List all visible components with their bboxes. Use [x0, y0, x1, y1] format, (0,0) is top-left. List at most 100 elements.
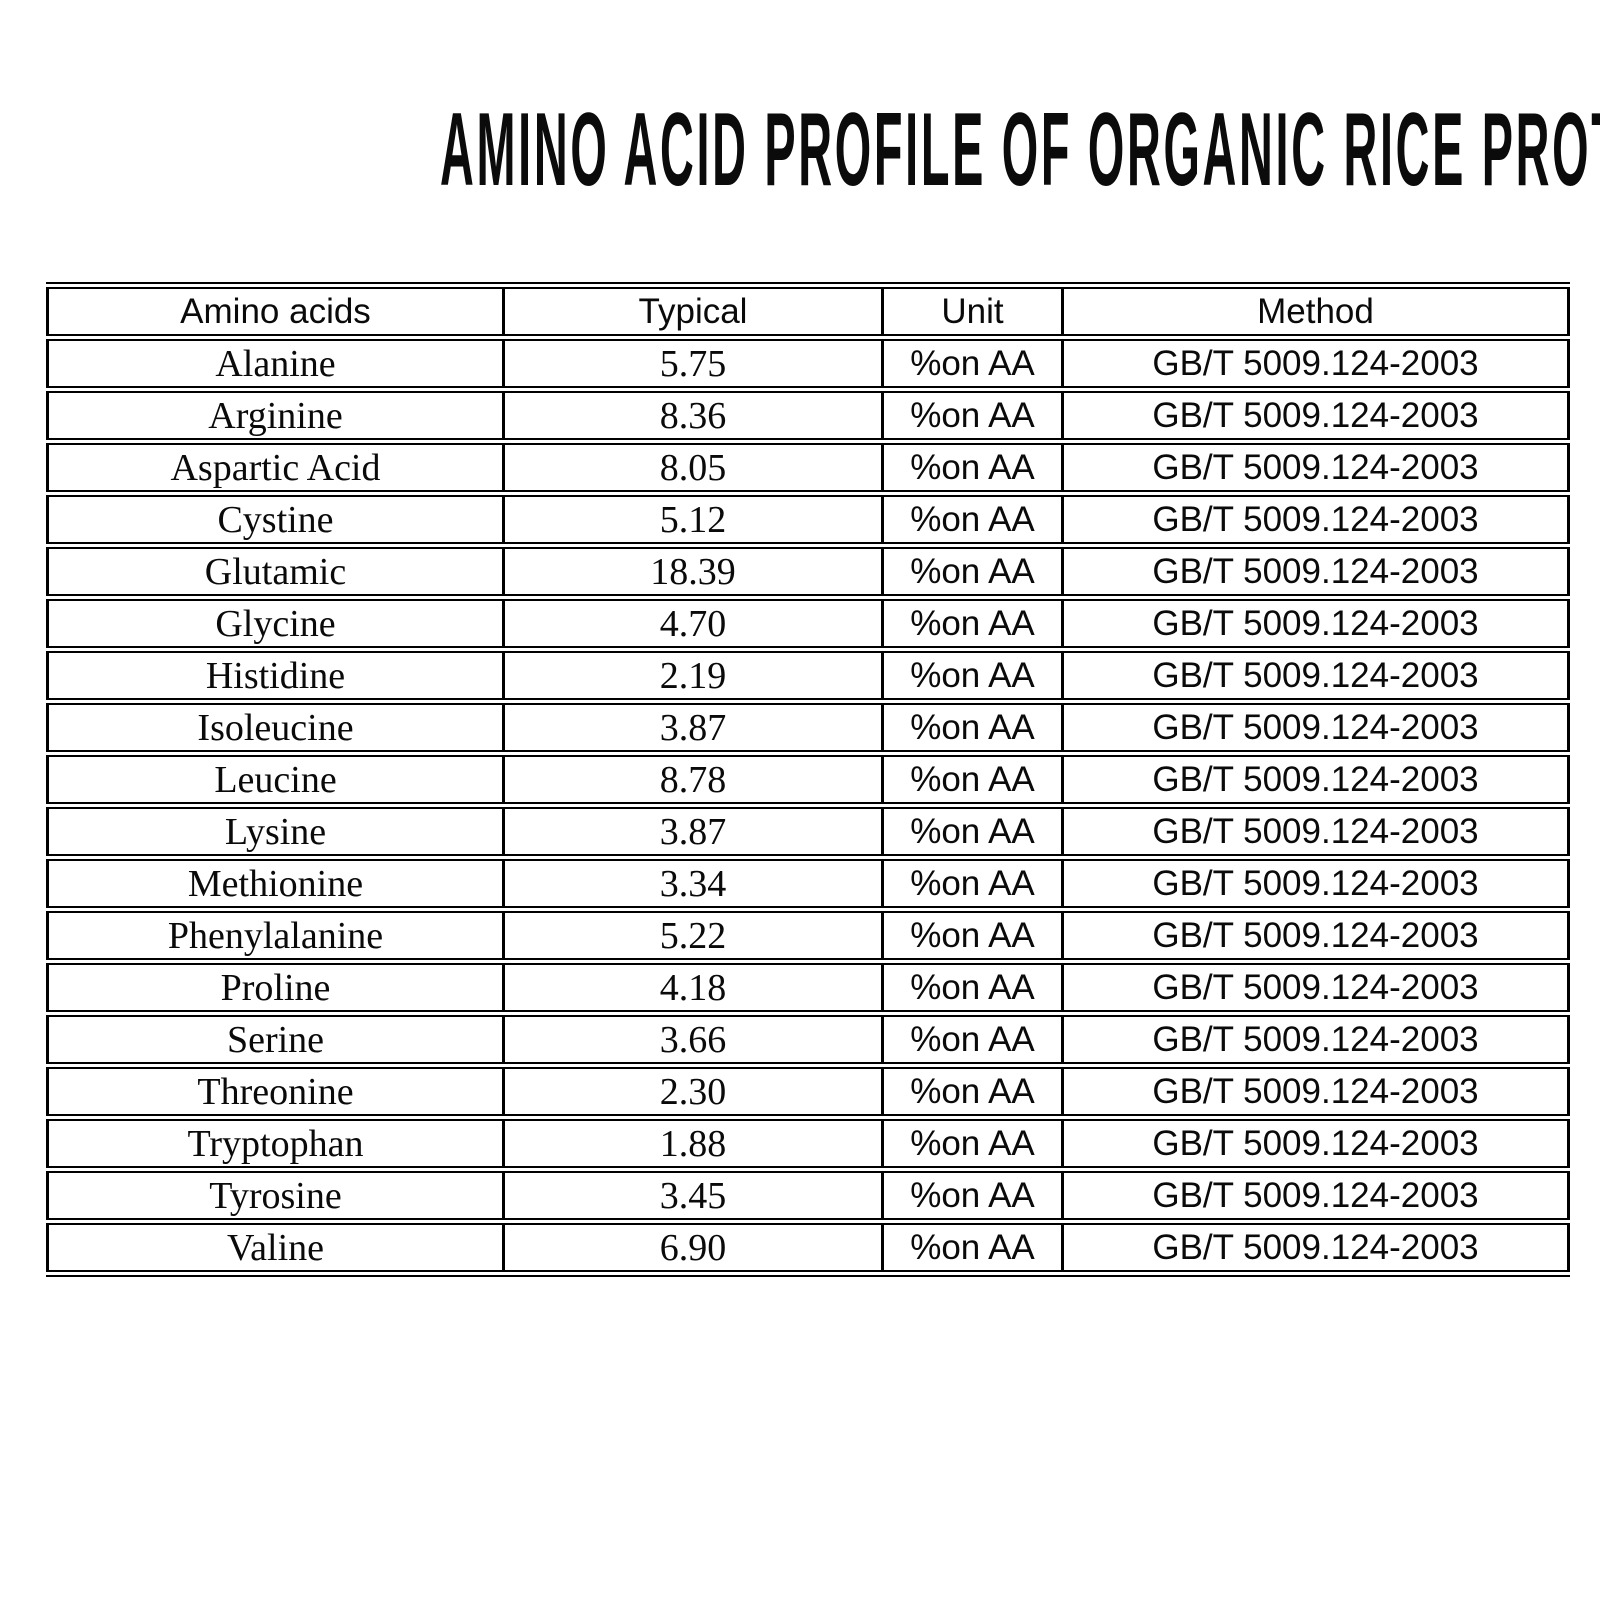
unit-cell: %on AA	[881, 490, 1064, 549]
method-cell: GB/T 5009.124-2003	[1061, 698, 1570, 757]
method-cell: GB/T 5009.124-2003	[1061, 334, 1570, 393]
amino-acid-name-cell: Serine	[46, 1010, 505, 1069]
typical-value-cell: 3.45	[502, 1166, 884, 1225]
amino-acid-name-cell: Glycine	[46, 594, 505, 653]
typical-value-cell: 1.88	[502, 1114, 884, 1173]
amino-acid-name-cell: Alanine	[46, 334, 505, 393]
amino-acid-name-cell: Isoleucine	[46, 698, 505, 757]
method-cell: GB/T 5009.124-2003	[1061, 594, 1570, 653]
unit-cell: %on AA	[881, 334, 1064, 393]
typical-value-cell: 3.66	[502, 1010, 884, 1069]
table-row: Valine 6.90 %on AA GB/T 5009.124-2003	[46, 1218, 1570, 1277]
typical-value-cell: 6.90	[502, 1218, 884, 1277]
table-row: Isoleucine 3.87 %on AA GB/T 5009.124-200…	[46, 698, 1570, 757]
method-cell: GB/T 5009.124-2003	[1061, 1218, 1570, 1277]
typical-value-cell: 4.70	[502, 594, 884, 653]
method-cell: GB/T 5009.124-2003	[1061, 1010, 1570, 1069]
unit-cell: %on AA	[881, 1218, 1064, 1277]
typical-value-cell: 5.75	[502, 334, 884, 393]
unit-cell: %on AA	[881, 542, 1064, 601]
amino-acid-name-cell: Cystine	[46, 490, 505, 549]
typical-value-cell: 4.18	[502, 958, 884, 1017]
unit-cell: %on AA	[881, 646, 1064, 705]
method-cell: GB/T 5009.124-2003	[1061, 802, 1570, 861]
unit-cell: %on AA	[881, 802, 1064, 861]
unit-cell: %on AA	[881, 438, 1064, 497]
table-row: Glycine 4.70 %on AA GB/T 5009.124-2003	[46, 594, 1570, 653]
header-cell-unit: Unit	[881, 282, 1064, 341]
amino-acid-name-cell: Glutamic	[46, 542, 505, 601]
table-row: Proline 4.18 %on AA GB/T 5009.124-2003	[46, 958, 1570, 1017]
typical-value-cell: 5.12	[502, 490, 884, 549]
amino-acid-name-cell: Threonine	[46, 1062, 505, 1121]
typical-value-cell: 8.05	[502, 438, 884, 497]
table-row: Arginine 8.36 %on AA GB/T 5009.124-2003	[46, 386, 1570, 445]
page-title: AMINO ACID PROFILE OF ORGANIC RICE PROTE…	[440, 92, 1600, 208]
method-cell: GB/T 5009.124-2003	[1061, 958, 1570, 1017]
unit-cell: %on AA	[881, 854, 1064, 913]
table-header: Amino acids Typical Unit Method	[46, 282, 1570, 341]
amino-acid-name-cell: Methionine	[46, 854, 505, 913]
method-cell: GB/T 5009.124-2003	[1061, 646, 1570, 705]
typical-value-cell: 5.22	[502, 906, 884, 965]
table-body: Alanine 5.75 %on AA GB/T 5009.124-2003 A…	[46, 334, 1570, 1277]
amino-acid-name-cell: Lysine	[46, 802, 505, 861]
amino-acid-name-cell: Phenylalanine	[46, 906, 505, 965]
table-row: Phenylalanine 5.22 %on AA GB/T 5009.124-…	[46, 906, 1570, 965]
method-cell: GB/T 5009.124-2003	[1061, 490, 1570, 549]
amino-acid-name-cell: Leucine	[46, 750, 505, 809]
table-row: Alanine 5.75 %on AA GB/T 5009.124-2003	[46, 334, 1570, 393]
method-cell: GB/T 5009.124-2003	[1061, 750, 1570, 809]
method-cell: GB/T 5009.124-2003	[1061, 542, 1570, 601]
amino-acid-name-cell: Tryptophan	[46, 1114, 505, 1173]
unit-cell: %on AA	[881, 1010, 1064, 1069]
unit-cell: %on AA	[881, 386, 1064, 445]
table-row: Leucine 8.78 %on AA GB/T 5009.124-2003	[46, 750, 1570, 809]
table-row: Glutamic 18.39 %on AA GB/T 5009.124-2003	[46, 542, 1570, 601]
table-row: Lysine 3.87 %on AA GB/T 5009.124-2003	[46, 802, 1570, 861]
unit-cell: %on AA	[881, 594, 1064, 653]
amino-acid-name-cell: Histidine	[46, 646, 505, 705]
typical-value-cell: 18.39	[502, 542, 884, 601]
unit-cell: %on AA	[881, 958, 1064, 1017]
amino-acid-table: Amino acids Typical Unit Method Alanine …	[46, 282, 1570, 1277]
unit-cell: %on AA	[881, 906, 1064, 965]
typical-value-cell: 8.36	[502, 386, 884, 445]
header-cell-typical: Typical	[502, 282, 884, 341]
table-row: Tryptophan 1.88 %on AA GB/T 5009.124-200…	[46, 1114, 1570, 1173]
table-row: Histidine 2.19 %on AA GB/T 5009.124-2003	[46, 646, 1570, 705]
table-row: Cystine 5.12 %on AA GB/T 5009.124-2003	[46, 490, 1570, 549]
header-cell-amino-acids: Amino acids	[46, 282, 505, 341]
method-cell: GB/T 5009.124-2003	[1061, 1114, 1570, 1173]
amino-acid-name-cell: Proline	[46, 958, 505, 1017]
table-row: Aspartic Acid 8.05 %on AA GB/T 5009.124-…	[46, 438, 1570, 497]
typical-value-cell: 8.78	[502, 750, 884, 809]
table-row: Methionine 3.34 %on AA GB/T 5009.124-200…	[46, 854, 1570, 913]
typical-value-cell: 3.34	[502, 854, 884, 913]
method-cell: GB/T 5009.124-2003	[1061, 1062, 1570, 1121]
typical-value-cell: 2.30	[502, 1062, 884, 1121]
header-row: Amino acids Typical Unit Method	[46, 282, 1570, 341]
amino-acid-name-cell: Arginine	[46, 386, 505, 445]
table-row: Threonine 2.30 %on AA GB/T 5009.124-2003	[46, 1062, 1570, 1121]
table-row: Tyrosine 3.45 %on AA GB/T 5009.124-2003	[46, 1166, 1570, 1225]
amino-acid-name-cell: Aspartic Acid	[46, 438, 505, 497]
method-cell: GB/T 5009.124-2003	[1061, 438, 1570, 497]
unit-cell: %on AA	[881, 1166, 1064, 1225]
typical-value-cell: 2.19	[502, 646, 884, 705]
header-cell-method: Method	[1061, 282, 1570, 341]
method-cell: GB/T 5009.124-2003	[1061, 386, 1570, 445]
unit-cell: %on AA	[881, 698, 1064, 757]
unit-cell: %on AA	[881, 1062, 1064, 1121]
unit-cell: %on AA	[881, 1114, 1064, 1173]
typical-value-cell: 3.87	[502, 802, 884, 861]
method-cell: GB/T 5009.124-2003	[1061, 1166, 1570, 1225]
table-row: Serine 3.66 %on AA GB/T 5009.124-2003	[46, 1010, 1570, 1069]
method-cell: GB/T 5009.124-2003	[1061, 906, 1570, 965]
method-cell: GB/T 5009.124-2003	[1061, 854, 1570, 913]
unit-cell: %on AA	[881, 750, 1064, 809]
amino-acid-name-cell: Valine	[46, 1218, 505, 1277]
amino-acid-name-cell: Tyrosine	[46, 1166, 505, 1225]
typical-value-cell: 3.87	[502, 698, 884, 757]
